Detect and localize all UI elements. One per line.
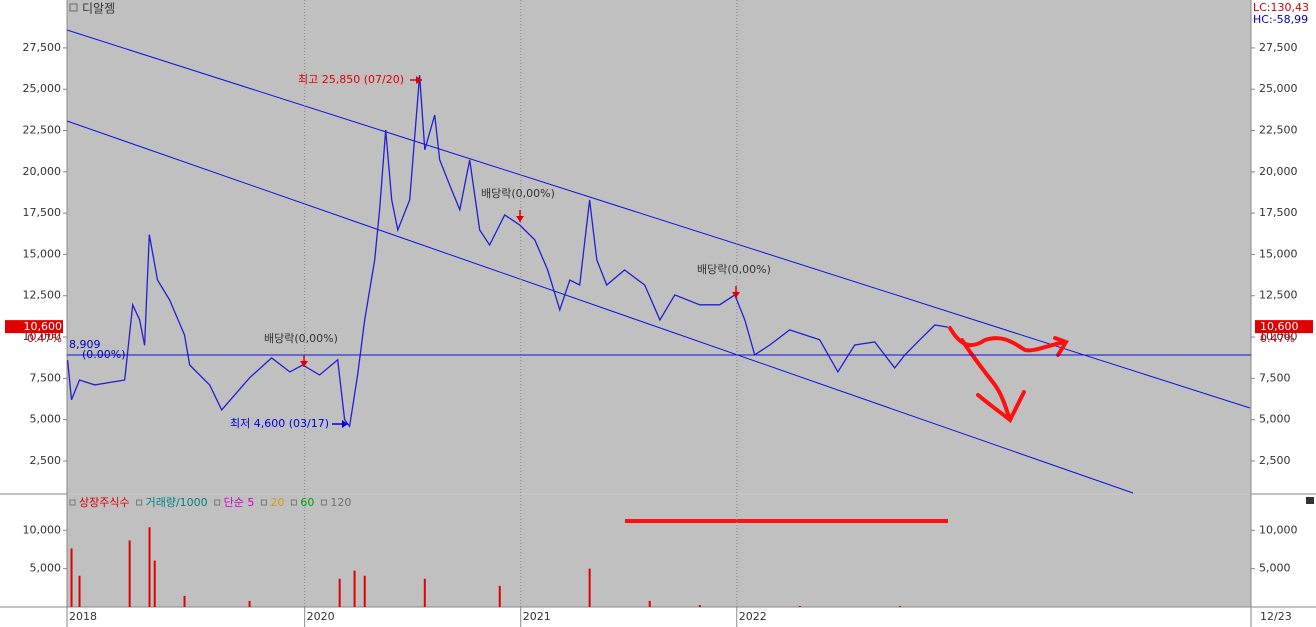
- annotation-arrowhead: [416, 76, 422, 84]
- y-tick-label: 22,500: [1259, 124, 1298, 137]
- y-tick-label: 5,000: [1259, 562, 1291, 575]
- volume-bar: [363, 575, 366, 607]
- y-tick-label: 2,500: [30, 454, 62, 467]
- legend-icon: [290, 499, 297, 506]
- legend-icon: [69, 499, 76, 506]
- y-tick-label: 27,500: [23, 41, 62, 54]
- volume-panel: [67, 495, 1251, 607]
- y-tick-label: 17,500: [1259, 206, 1298, 219]
- x-tick-label: 2018: [69, 610, 97, 623]
- legend-icon: [214, 499, 221, 506]
- y-tick-label: 10,000: [23, 330, 62, 343]
- legend-label: 상장주식수: [79, 496, 130, 509]
- y-tick-label: 5,000: [30, 562, 62, 575]
- chart-title: 디알젬: [82, 2, 115, 16]
- y-tick-label: 20,000: [23, 165, 62, 178]
- y-tick-label: 27,500: [1259, 41, 1298, 54]
- y-tick-label: 10,000: [1259, 523, 1298, 536]
- volume-bar: [648, 600, 651, 607]
- volume-bar: [183, 595, 186, 607]
- annotation: 최저 4,600 (03/17): [230, 417, 329, 430]
- last-price-box: [5, 320, 63, 334]
- y-tick-label: 7,500: [1259, 371, 1291, 384]
- x-tick-label: 2021: [523, 610, 551, 623]
- volume-bar: [588, 568, 591, 607]
- volume-bar: [338, 578, 341, 607]
- legend-label: 120: [330, 496, 351, 509]
- close-button[interactable]: [1306, 497, 1314, 504]
- volume-bar: [248, 600, 251, 607]
- legend-label: 단순 5: [224, 496, 255, 509]
- volume-bar: [153, 560, 156, 607]
- y-tick-label: 12,500: [1259, 289, 1298, 302]
- y-tick-label: 7,500: [30, 371, 62, 384]
- volume-bar: [353, 570, 356, 607]
- last-price-label: 10,600: [24, 320, 63, 333]
- volume-bar: [78, 575, 81, 607]
- y-tick-label: 5,000: [1259, 413, 1291, 426]
- last-price-box: [1255, 320, 1313, 334]
- y-tick-label: 15,000: [23, 247, 62, 260]
- price-panel: [67, 0, 1251, 493]
- base-change-label: (0.00%): [82, 348, 126, 361]
- annotation: 배당락(0,00%): [697, 263, 771, 276]
- volume-bar: [498, 585, 501, 607]
- annotation: 배당락(0,00%): [264, 332, 338, 345]
- change-label: 0.47%: [1260, 332, 1295, 345]
- y-tick-label: 25,000: [1259, 82, 1298, 95]
- volume-bar: [798, 606, 801, 607]
- y-tick-label: 10,000: [23, 523, 62, 536]
- volume-bar: [148, 527, 151, 607]
- y-tick-label: 5,000: [30, 413, 62, 426]
- info-lc: LC:130,43: [1253, 1, 1309, 14]
- annotation: 배당락(0,00%): [481, 187, 555, 200]
- icon: [69, 3, 78, 12]
- x-tick-label: 2020: [307, 610, 335, 623]
- legend-icon: [260, 499, 267, 506]
- volume-bar: [128, 540, 131, 607]
- volume-bar: [70, 548, 73, 607]
- volume-bar: [898, 606, 901, 607]
- annotation-arrowhead: [300, 361, 308, 367]
- change-label: 0.47%: [27, 332, 62, 345]
- trend-line-lower: [66, 120, 1134, 494]
- y-tick-label: 10,000: [1259, 330, 1298, 343]
- annotation: 최고 25,850 (07/20): [298, 73, 404, 86]
- price-line: [66, 75, 949, 428]
- base-line-label: 8,909: [69, 338, 101, 351]
- y-tick-label: 2,500: [1259, 454, 1291, 467]
- legend-label: 거래량/1000: [146, 496, 208, 509]
- volume-bar: [698, 605, 701, 607]
- date-label: 12/23: [1260, 610, 1292, 623]
- legend-icon: [320, 499, 327, 506]
- legend-label: 60: [300, 496, 314, 509]
- y-tick-label: 15,000: [1259, 247, 1298, 260]
- annotation-arrowhead: [732, 292, 740, 298]
- y-tick-label: 12,500: [23, 289, 62, 302]
- last-price-label: 10,600: [1260, 320, 1299, 333]
- legend-label: 20: [270, 496, 284, 509]
- drawing-arrow: [960, 338, 1026, 424]
- info-hc: HC:-58,99: [1253, 13, 1308, 26]
- y-tick-label: 20,000: [1259, 165, 1298, 178]
- legend-icon: [136, 499, 143, 506]
- y-tick-label: 22,500: [23, 124, 62, 137]
- y-tick-label: 25,000: [23, 82, 62, 95]
- y-tick-label: 17,500: [23, 206, 62, 219]
- volume-bar: [423, 578, 426, 607]
- x-tick-label: 2022: [739, 610, 767, 623]
- annotation-arrowhead: [516, 216, 524, 222]
- annotation-arrowhead: [342, 420, 348, 428]
